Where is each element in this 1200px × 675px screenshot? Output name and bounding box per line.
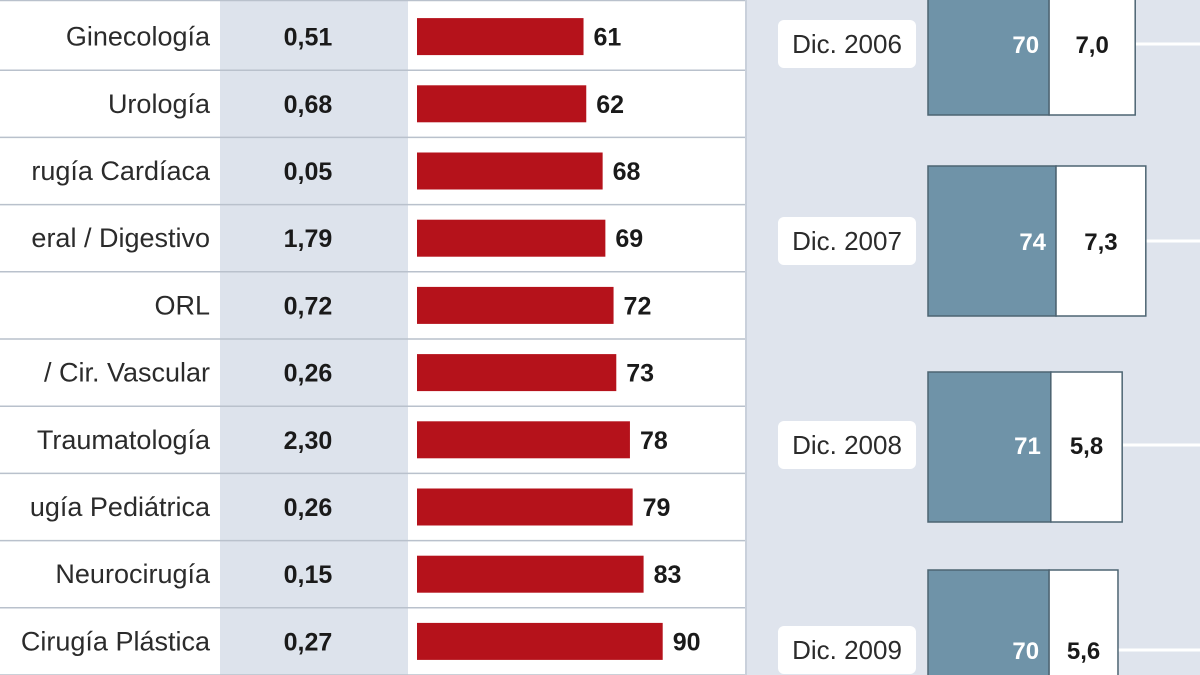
segment-secondary-value: 5,6 bbox=[1067, 638, 1100, 665]
bar bbox=[417, 555, 644, 593]
bar bbox=[417, 18, 584, 56]
segment-secondary bbox=[1055, 165, 1147, 317]
category-label: ORL bbox=[154, 290, 210, 320]
category-label: Cirugía Plástica bbox=[21, 626, 211, 656]
segment-primary-value: 71 bbox=[1014, 433, 1041, 460]
category-label: eral / Digestivo bbox=[31, 223, 210, 253]
segment-secondary-value: 7,0 bbox=[1075, 32, 1108, 59]
bar bbox=[417, 85, 587, 123]
segment-primary bbox=[927, 0, 1050, 116]
date-label: Dic. 2006 bbox=[792, 29, 902, 59]
ratio-value: 0,72 bbox=[284, 292, 333, 320]
segment-secondary-value: 5,8 bbox=[1070, 433, 1103, 460]
category-label: Neurocirugía bbox=[55, 559, 211, 589]
ratio-value: 1,79 bbox=[284, 225, 333, 253]
segment-secondary-value: 7,3 bbox=[1084, 229, 1117, 256]
yearly-stacked-chart: Dic. 2006 70 7,0 Dic. 2007 74 7,3 Dic. 2008 71 5… bbox=[778, 0, 1200, 675]
bar-value-label: 72 bbox=[624, 292, 652, 320]
segment-primary bbox=[927, 569, 1050, 675]
bar bbox=[417, 152, 603, 190]
bar-value-label: 78 bbox=[640, 427, 668, 455]
date-label-background bbox=[778, 217, 916, 265]
bar bbox=[417, 421, 630, 459]
date-label: Dic. 2008 bbox=[792, 430, 902, 460]
segment-primary-value: 70 bbox=[1012, 638, 1039, 665]
bar-value-label: 79 bbox=[643, 494, 671, 522]
specialties-panel bbox=[220, 0, 408, 675]
date-label: Dic. 2007 bbox=[792, 226, 902, 256]
ratio-value: 0,05 bbox=[284, 158, 333, 186]
segment-primary bbox=[927, 371, 1052, 523]
date-label-background bbox=[778, 626, 916, 674]
ratio-value: 2,30 bbox=[284, 427, 333, 455]
ratio-column-background bbox=[220, 0, 408, 675]
segment-secondary bbox=[1048, 0, 1136, 116]
bar bbox=[417, 488, 633, 526]
segment-secondary bbox=[1048, 569, 1119, 675]
bar-value-label: 61 bbox=[594, 24, 622, 52]
specialty-bar-chart: Ginecología 0,51 61 Urología 0,68 62 rugía Car… bbox=[0, 0, 745, 675]
bar-value-label: 62 bbox=[596, 91, 624, 119]
category-label: Traumatología bbox=[37, 425, 211, 455]
bar-value-label: 68 bbox=[613, 158, 641, 186]
ratio-value: 0,68 bbox=[284, 91, 333, 119]
category-label: / Cir. Vascular bbox=[44, 358, 210, 388]
category-label: Ginecología bbox=[66, 22, 211, 52]
bar bbox=[417, 354, 617, 392]
segment-primary-value: 74 bbox=[1019, 229, 1046, 256]
date-label: Dic. 2009 bbox=[792, 635, 902, 665]
ratio-value: 0,26 bbox=[284, 360, 333, 388]
category-label: ugía Pediátrica bbox=[30, 492, 211, 522]
ratio-value: 0,26 bbox=[284, 494, 333, 522]
ratio-value: 0,27 bbox=[284, 628, 333, 656]
bar bbox=[417, 286, 614, 324]
bar bbox=[417, 622, 663, 660]
ratio-value: 0,15 bbox=[284, 561, 333, 589]
date-label-background bbox=[778, 20, 916, 68]
category-label: Urología bbox=[108, 89, 211, 119]
bar-value-label: 90 bbox=[673, 628, 701, 656]
date-label-background bbox=[778, 421, 916, 469]
bar bbox=[417, 219, 606, 257]
ratio-value: 0,51 bbox=[284, 24, 333, 52]
bar-value-label: 83 bbox=[654, 561, 682, 589]
segment-primary-value: 70 bbox=[1012, 32, 1039, 59]
segment-secondary bbox=[1050, 371, 1123, 523]
bar-value-label: 69 bbox=[615, 225, 643, 253]
segment-primary bbox=[927, 165, 1057, 317]
category-label: rugía Cardíaca bbox=[31, 156, 211, 186]
bar-value-label: 73 bbox=[626, 360, 654, 388]
